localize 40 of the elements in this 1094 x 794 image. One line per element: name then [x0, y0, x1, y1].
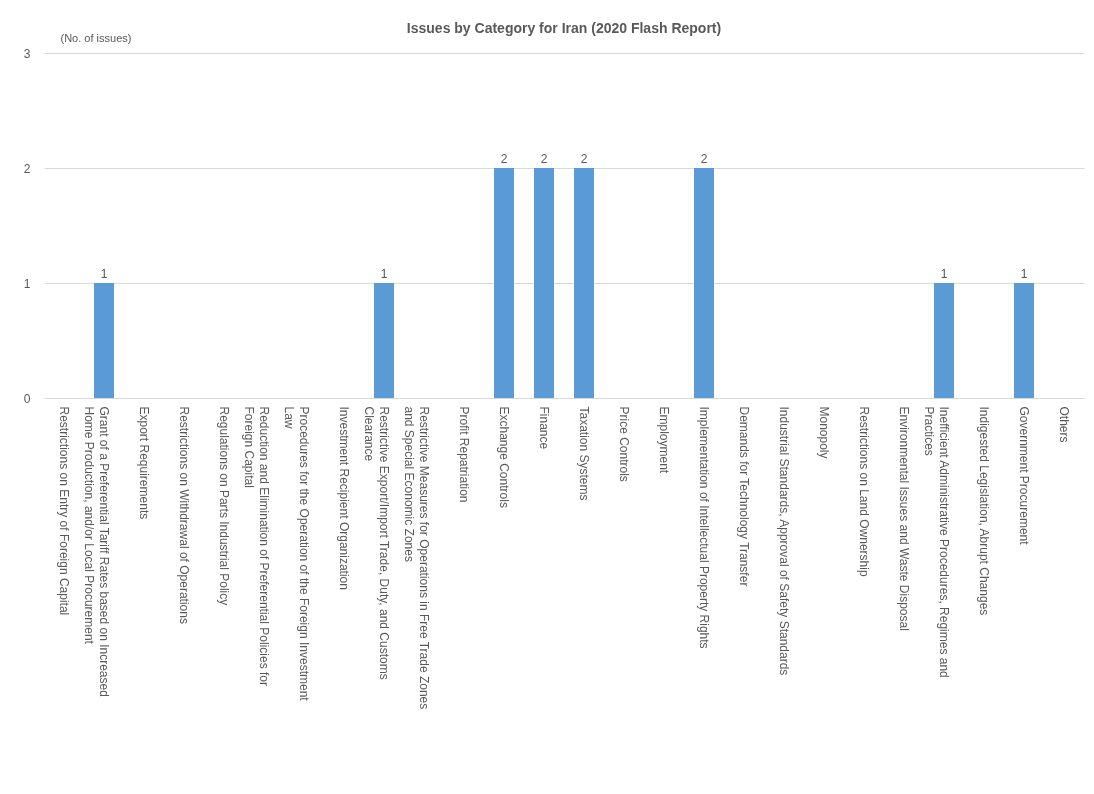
x-tick-label: Inefficient Administrative Procedures, Regimes and Practices: [922, 406, 951, 678]
data-label: 1: [1020, 267, 1028, 281]
data-label: 2: [500, 152, 508, 166]
y-tick-label: 2: [23, 161, 31, 176]
x-tick-label: Restrictions on Entry of Foreign Capital: [57, 406, 71, 616]
data-label: 1: [380, 267, 388, 281]
y-tick-label: 3: [23, 46, 31, 61]
chart-title: Issues by Category for Iran (2020 Flash Report): [406, 20, 722, 36]
data-label: 1: [940, 267, 948, 281]
x-tick-label: Restrictive Export/Import Trade, Duty, and Customs Clearance: [362, 406, 391, 680]
x-tick-label: Restrictions on Withdrawal of Operations: [177, 406, 191, 624]
data-label: 2: [580, 152, 588, 166]
data-label: 1: [100, 267, 108, 281]
x-tick-label: Industrial Standards, Approval of Safety Standards: [777, 406, 791, 676]
x-tick-label: Indigested Legislation, Abrupt Changes: [977, 406, 991, 616]
x-tick-label: Government Procurement: [1017, 406, 1031, 546]
y-axis-title: (No. of issues): [60, 31, 132, 44]
x-tick-label: Restrictive Measures for Operations in Free Trade Zones and Special Economic Zones: [402, 406, 431, 710]
x-tick-label: Procedures for the Operation of the Foreign Investment Law: [282, 406, 311, 702]
x-tick-label: Others: [1057, 406, 1071, 443]
x-tick-label: Finance: [537, 406, 551, 450]
x-tick-label: Monopoly: [817, 406, 831, 459]
x-tick-label: Grant of a Preferential Tariff Rates based on Increased Home Production, and/or Local Procurement: [82, 406, 111, 697]
x-tick-label: Restrictions on Land Ownership: [857, 406, 871, 577]
x-tick-label: Environmental Issues and Waste Disposal: [897, 406, 911, 631]
y-tick-label: 1: [23, 276, 31, 291]
x-tick-label: Profit Repatriation: [457, 406, 471, 503]
x-tick-label: Demands for Technology Transfer: [737, 406, 751, 587]
x-tick-label: Investment Recipient Organization: [337, 406, 351, 590]
x-tick-label: Reduction and Elimination of Preferential Policies for Foreign Capital: [242, 406, 271, 686]
x-tick-label: Price Controls: [617, 406, 631, 482]
x-tick-label: Regulations on Parts Industrial Policy: [217, 406, 231, 606]
x-tick-label: Export Requirements: [137, 406, 151, 520]
x-tick-label: Exchange Controls: [497, 406, 511, 508]
y-tick-label: 0: [23, 391, 31, 406]
x-tick-label: Employment: [657, 406, 671, 474]
data-label: 2: [540, 152, 548, 166]
x-tick-label: Implementation of Intellectual Property Rights: [697, 406, 711, 649]
data-label: 2: [700, 152, 708, 166]
x-tick-label: Taxation Systems: [577, 406, 591, 501]
